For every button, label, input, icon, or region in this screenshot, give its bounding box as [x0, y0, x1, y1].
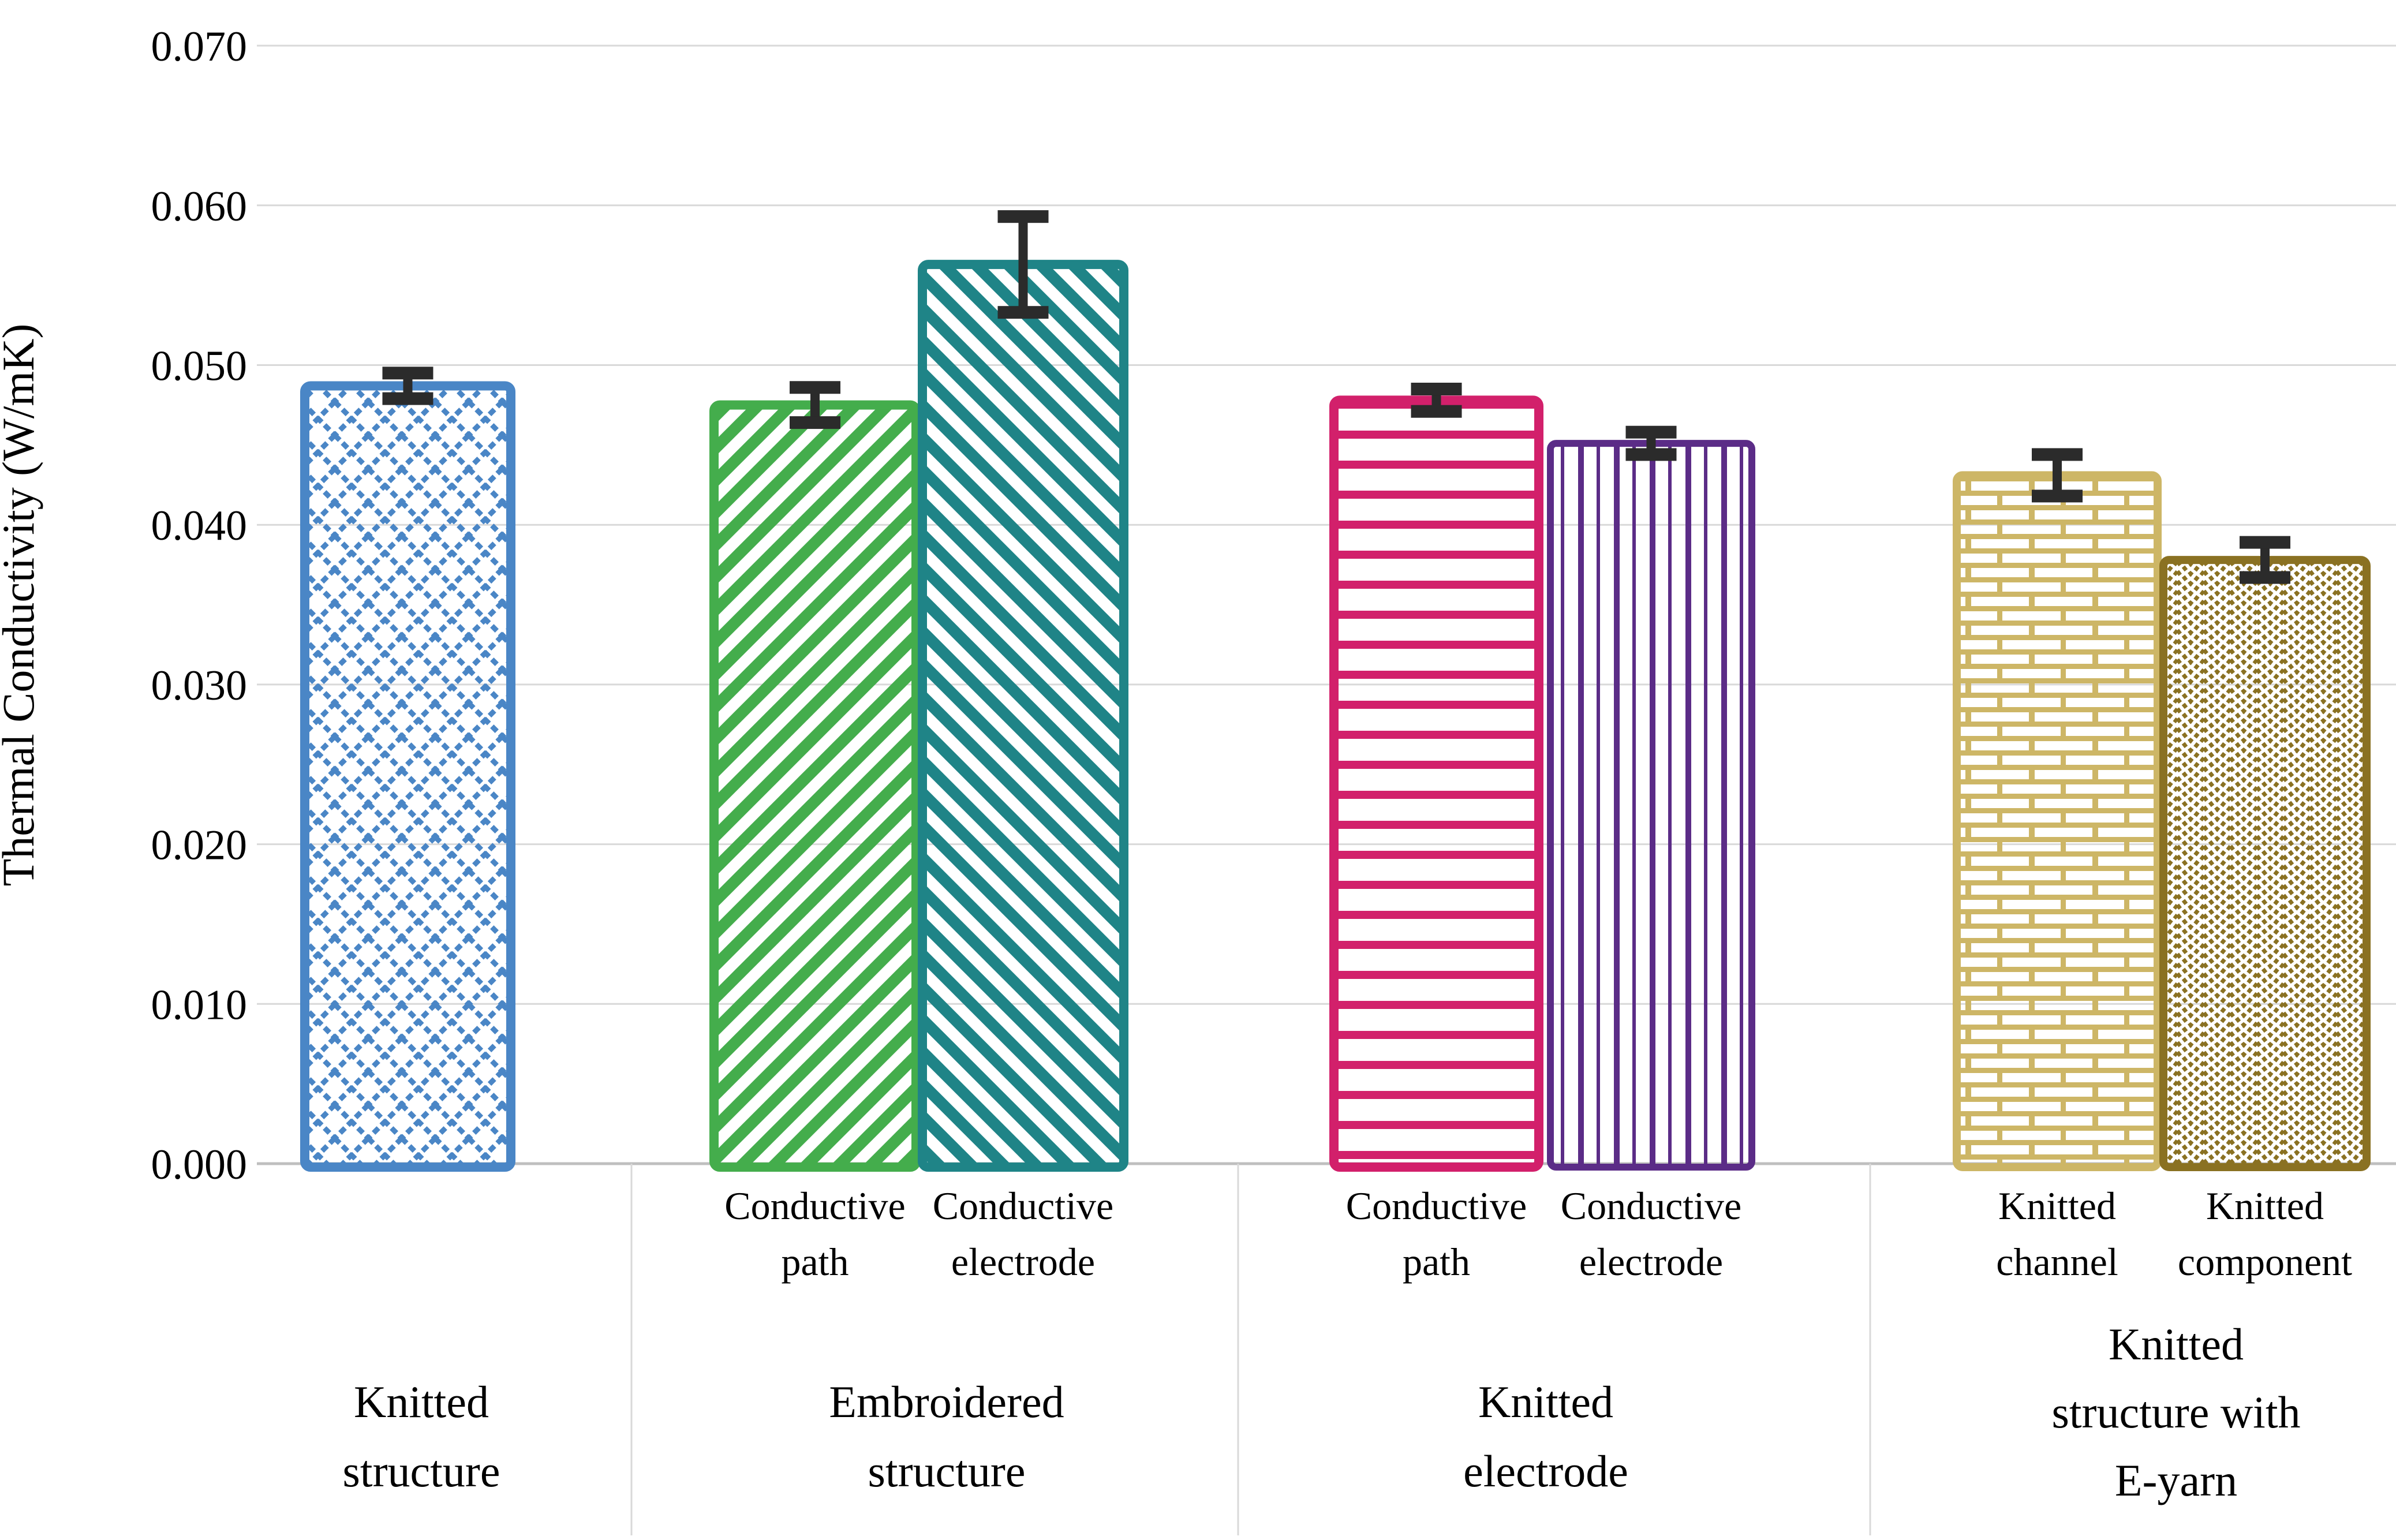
y-tick-label: 0.070 — [151, 23, 248, 70]
y-tick-label: 0.050 — [151, 343, 248, 390]
bar-sublabel-knitted-channel: channel — [1996, 1240, 2118, 1284]
bar-knitted-component — [2159, 556, 2371, 1171]
error-whisker-knitted-structure — [403, 373, 413, 399]
bar-knitted-channel — [1953, 471, 2162, 1171]
y-axis-title: Thermal Conductivity (W/mK) — [0, 324, 43, 887]
category-label-3: electrode — [1463, 1446, 1628, 1496]
error-whisker-embroidered-structure-conductive-electrode — [1018, 216, 1028, 313]
bar-sublabel-knitted-channel: Knitted — [1998, 1184, 2116, 1228]
category-label-1: structure — [343, 1446, 500, 1496]
bar-sublabel-knitted-electrode-conductive-path: Conductive — [1346, 1184, 1527, 1228]
error-cap-top-knitted-channel — [2032, 448, 2083, 461]
bar-knitted-electrode-conductive-electrode — [1547, 440, 1755, 1171]
bar-sublabel-knitted-component: component — [2178, 1240, 2352, 1284]
category-label-3: Knitted — [1478, 1377, 1613, 1427]
y-tick-label: 0.000 — [151, 1141, 248, 1188]
bar-embroidered-structure-conductive-electrode — [918, 260, 1128, 1172]
category-label-2: Embroidered — [829, 1377, 1064, 1427]
error-cap-top-knitted-electrode-conductive-electrode — [1625, 425, 1677, 439]
error-cap-bottom-embroidered-structure-conductive-path — [790, 416, 840, 429]
bar-sublabel-embroidered-structure-conductive-path: path — [781, 1240, 848, 1284]
bar-sublabel-knitted-component: Knitted — [2206, 1184, 2324, 1228]
error-cap-bottom-knitted-structure — [382, 392, 433, 405]
bar-sublabel-knitted-electrode-conductive-electrode: Conductive — [1561, 1184, 1742, 1228]
error-cap-top-knitted-electrode-conductive-path — [1411, 383, 1462, 396]
error-cap-bottom-knitted-component — [2240, 571, 2290, 584]
bar-sublabel-embroidered-structure-conductive-path: Conductive — [724, 1184, 906, 1228]
error-whisker-knitted-component — [2260, 542, 2270, 578]
bar-sublabel-knitted-electrode-conductive-path: path — [1403, 1240, 1470, 1284]
bar-knitted-electrode-conductive-path — [1329, 395, 1543, 1172]
category-label-4: Knitted — [2109, 1319, 2244, 1369]
axis-label-layer: 0.000 0.010 0.020 0.030 0.040 0.050 0.060 0.070… — [151, 23, 2353, 1505]
error-cap-top-embroidered-structure-conductive-electrode — [997, 210, 1049, 223]
bar-sublabel-embroidered-structure-conductive-electrode: electrode — [951, 1240, 1095, 1284]
error-whisker-embroidered-structure-conductive-path — [810, 387, 820, 423]
category-label-2: structure — [868, 1446, 1026, 1496]
y-tick-label: 0.020 — [151, 822, 248, 869]
y-tick-label: 0.060 — [151, 183, 248, 230]
y-tick-label: 0.030 — [151, 662, 248, 709]
error-bar-layer — [382, 210, 2290, 584]
category-label-1: Knitted — [354, 1377, 489, 1427]
bar-layer — [300, 260, 2371, 1172]
error-cap-top-knitted-component — [2240, 536, 2290, 549]
bar-sublabel-knitted-electrode-conductive-electrode: electrode — [1579, 1240, 1723, 1284]
error-cap-bottom-embroidered-structure-conductive-electrode — [997, 306, 1049, 319]
error-cap-bottom-knitted-channel — [2032, 489, 2083, 503]
bar-sublabel-embroidered-structure-conductive-electrode: Conductive — [933, 1184, 1114, 1228]
category-separator-layer — [630, 1164, 1871, 1535]
error-cap-top-knitted-structure — [382, 367, 433, 380]
bar-knitted-structure — [300, 381, 515, 1172]
y-tick-label: 0.010 — [151, 981, 248, 1029]
error-cap-top-embroidered-structure-conductive-path — [790, 381, 840, 394]
y-tick-label: 0.040 — [151, 502, 248, 550]
error-whisker-knitted-channel — [2053, 454, 2062, 496]
category-label-4: structure with — [2051, 1387, 2300, 1437]
error-cap-bottom-knitted-electrode-conductive-electrode — [1625, 448, 1677, 461]
category-label-4: E-yarn — [2115, 1455, 2237, 1505]
error-cap-bottom-knitted-electrode-conductive-path — [1411, 405, 1462, 418]
bar-embroidered-structure-conductive-path — [709, 400, 921, 1172]
